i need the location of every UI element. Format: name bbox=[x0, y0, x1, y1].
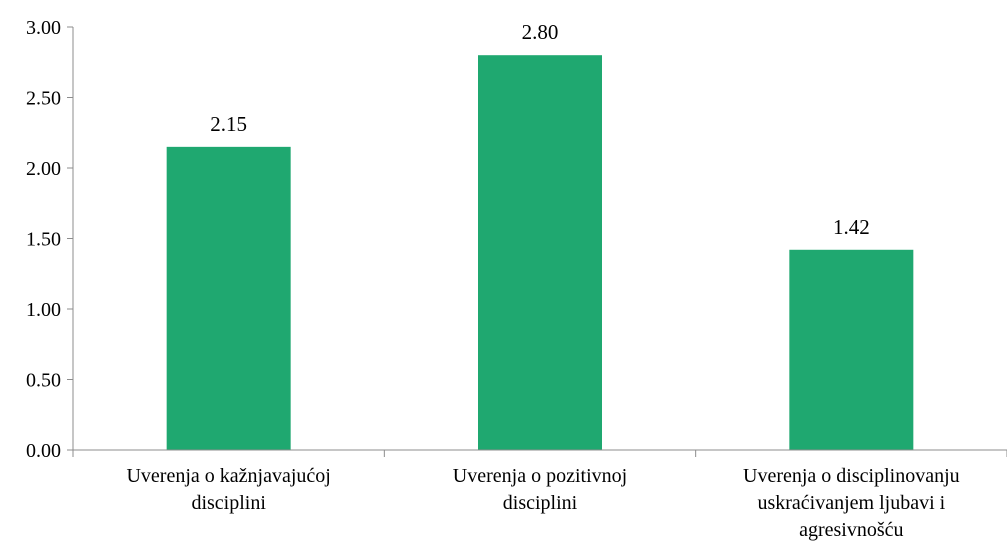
y-tick-label: 2.00 bbox=[26, 158, 61, 180]
y-tick-label: 1.00 bbox=[26, 299, 61, 321]
bar bbox=[166, 146, 291, 450]
bar bbox=[789, 249, 914, 450]
bar-value-label: 2.80 bbox=[522, 20, 559, 44]
x-category-label: Uverenja o kažnjavajućoj bbox=[126, 465, 330, 487]
x-category-label: disciplini bbox=[191, 492, 266, 514]
bars: 2.15 2.80 1.42 bbox=[166, 20, 914, 450]
y-tick-label: 0.00 bbox=[26, 440, 61, 462]
bar-value-label: 2.15 bbox=[210, 112, 247, 136]
x-category-label: Uverenja o disciplinovanju bbox=[743, 465, 960, 487]
x-category-label: disciplini bbox=[503, 492, 578, 514]
bar-value-label: 1.42 bbox=[833, 215, 870, 239]
y-tick-label: 0.50 bbox=[26, 370, 61, 392]
x-category-label: uskraćivanjem ljubavi i bbox=[757, 492, 945, 514]
x-category-label: Uverenja o pozitivnoj bbox=[453, 465, 627, 487]
x-category-label: agresivnošću bbox=[799, 519, 903, 541]
bar bbox=[478, 55, 602, 450]
y-tick-label: 2.50 bbox=[26, 88, 61, 110]
y-tick-label: 1.50 bbox=[26, 229, 61, 251]
y-tick-label: 3.00 bbox=[26, 17, 61, 39]
x-axis: Uverenja o kažnjavajućoj disciplini Uveren… bbox=[72, 449, 1007, 541]
y-axis: 0.00 0.50 1.00 1.50 2.00 2.50 3.00 bbox=[26, 17, 74, 462]
